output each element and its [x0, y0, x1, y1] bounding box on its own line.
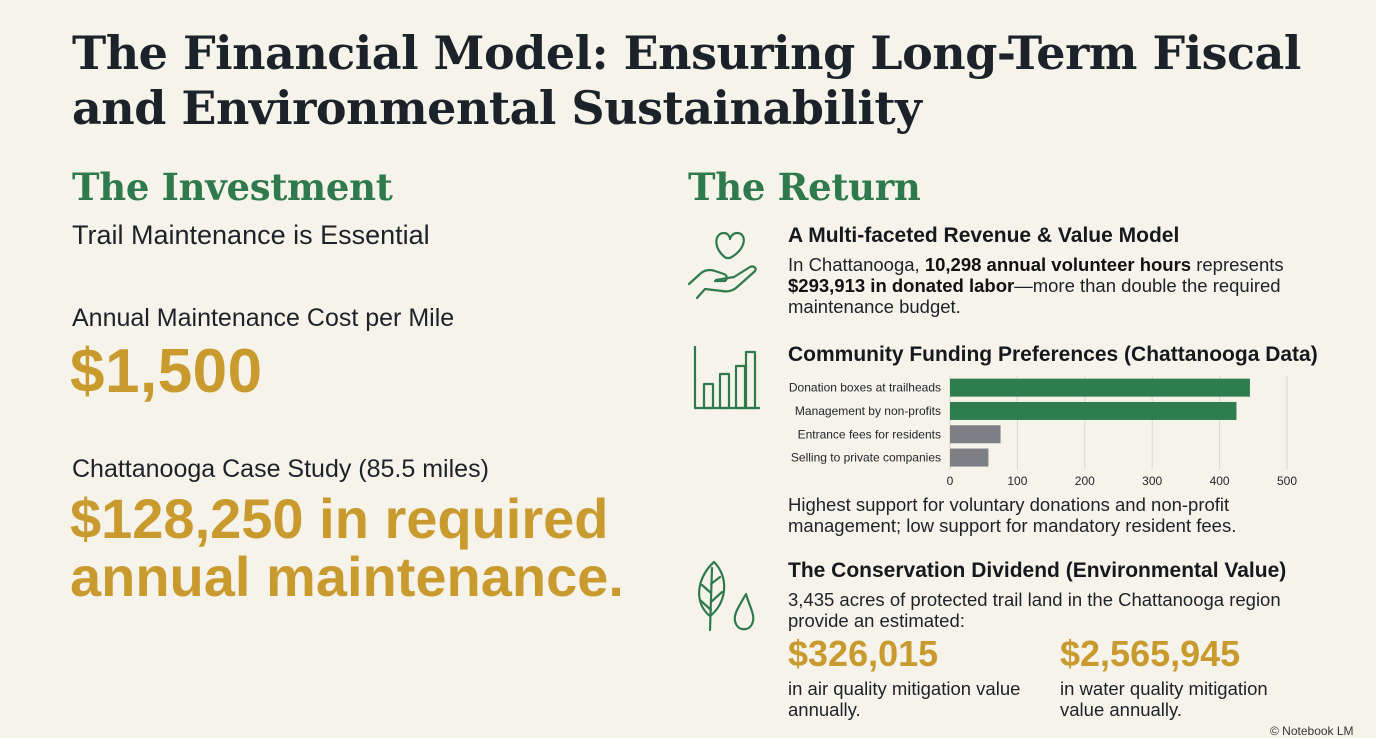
bar-chart-icon: [693, 346, 760, 410]
funding-preferences-caption: Highest support for voluntary donations …: [788, 494, 1237, 536]
revenue-model-text: In Chattanooga, 10,298 annual volunteer …: [788, 254, 1284, 317]
chart-bar: [950, 425, 1001, 444]
chart-tick-label: 200: [1075, 474, 1095, 488]
funding-preferences-title: Community Funding Preferences (Chattanoo…: [788, 343, 1318, 366]
funding-preferences-chart: 0 100 200 300 400 500 Donation boxes at trailh…: [789, 376, 1297, 488]
case-study-label: Chattanooga Case Study (85.5 miles): [72, 455, 489, 483]
hand-heart-icon: [687, 231, 757, 300]
chart-tick-label: 100: [1007, 474, 1027, 488]
chart-category-label: Selling to private companies: [791, 451, 941, 465]
conservation-title: The Conservation Dividend (Environmental…: [788, 559, 1287, 582]
chart-category-label: Management by non-profits: [795, 404, 941, 418]
revenue-model-title: A Multi-faceted Revenue & Value Model: [788, 224, 1180, 247]
water-quality-value: $2,565,945: [1060, 633, 1241, 674]
chart-bar: [950, 378, 1250, 397]
investment-subheading: Trail Maintenance is Essential: [72, 220, 430, 250]
chart-bar: [950, 448, 989, 467]
leaf-water-drop-icon: [698, 560, 755, 632]
footer-watermark: © Notebook LM: [1270, 724, 1354, 738]
case-study-value: $128,250 in required annual maintenance.: [70, 487, 624, 608]
chart-tick-label: 400: [1210, 474, 1230, 488]
air-quality-caption: in air quality mitigation value annually…: [788, 678, 1021, 720]
conservation-text: 3,435 acres of protected trail land in t…: [788, 589, 1281, 631]
cost-per-mile-value: $1,500: [70, 337, 263, 406]
chart-category-label: Donation boxes at trailheads: [789, 381, 941, 395]
chart-tick-label: 0: [947, 474, 954, 488]
page-title: The Financial Model: Ensuring Long-Term …: [72, 26, 1301, 135]
cost-per-mile-label: Annual Maintenance Cost per Mile: [72, 304, 455, 332]
return-heading: The Return: [688, 165, 921, 209]
chart-tick-label: 500: [1277, 474, 1297, 488]
water-quality-caption: in water quality mitigation value annual…: [1060, 678, 1268, 720]
chart-category-label: Entrance fees for residents: [798, 427, 941, 441]
investment-heading: The Investment: [72, 165, 393, 209]
chart-tick-label: 300: [1142, 474, 1162, 488]
chart-bar: [950, 401, 1237, 420]
air-quality-value: $326,015: [788, 633, 939, 674]
